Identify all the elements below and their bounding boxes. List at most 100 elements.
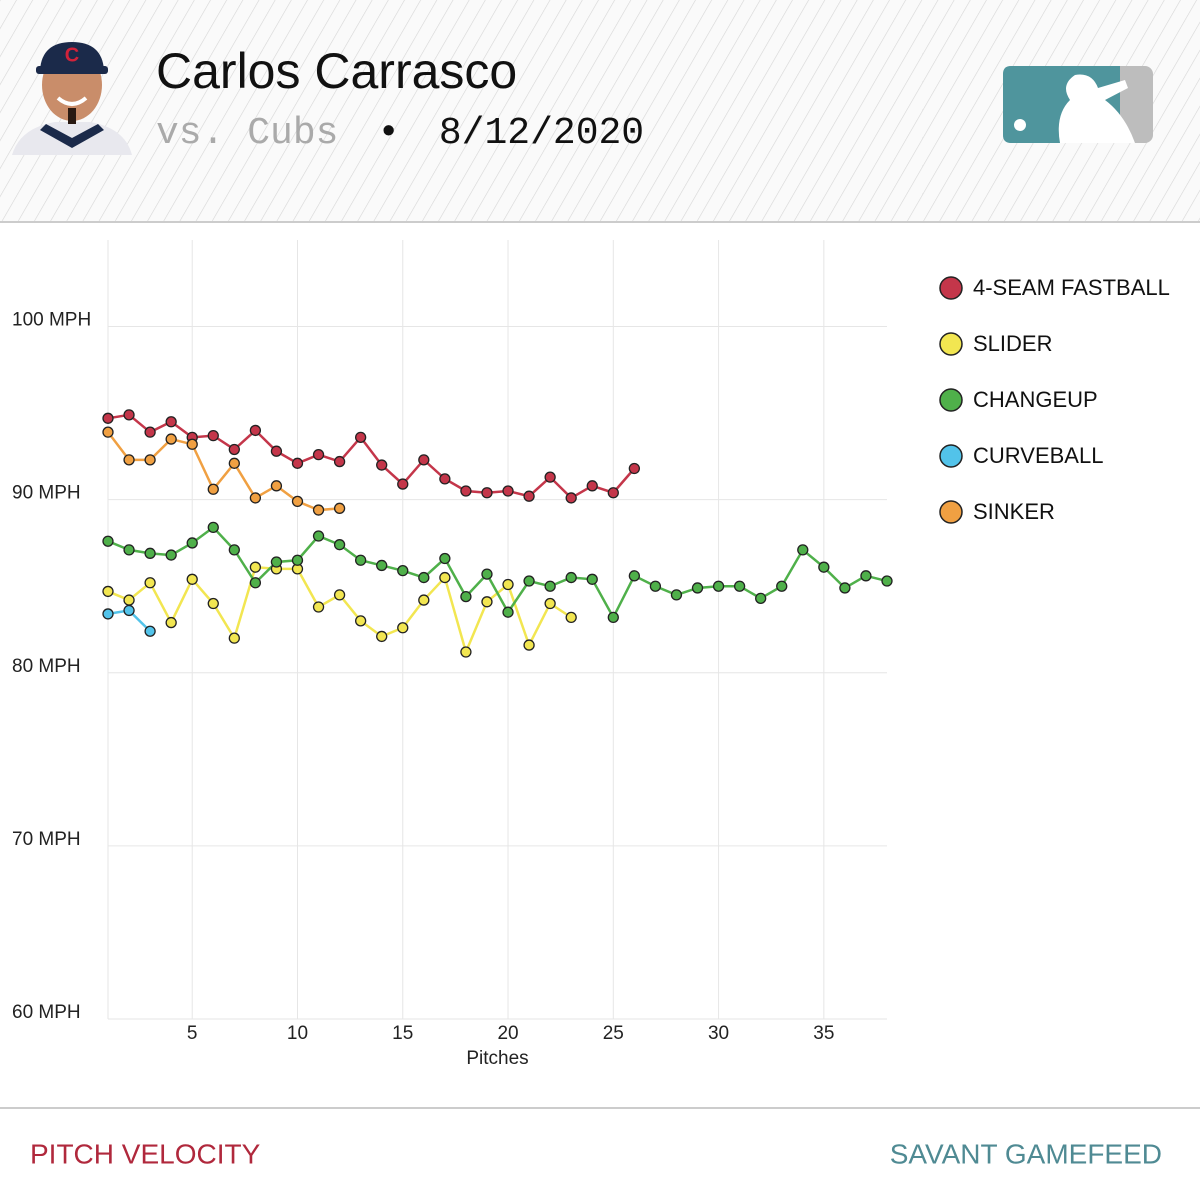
data-point bbox=[839, 582, 851, 594]
x-tick-label: 35 bbox=[813, 1023, 834, 1044]
data-point bbox=[228, 443, 240, 456]
data-point bbox=[565, 571, 577, 584]
data-point bbox=[776, 580, 788, 592]
data-point bbox=[523, 490, 535, 502]
data-point bbox=[144, 577, 156, 589]
legend-label: CURVEBALL bbox=[973, 443, 1103, 468]
player-photo: C bbox=[12, 42, 132, 155]
league-logo bbox=[1003, 66, 1153, 143]
data-point bbox=[481, 568, 493, 580]
series-line bbox=[107, 525, 888, 621]
data-point bbox=[460, 590, 472, 603]
data-point bbox=[207, 597, 219, 610]
data-point bbox=[270, 445, 283, 457]
data-point bbox=[165, 549, 177, 561]
legend-marker bbox=[939, 388, 963, 412]
data-point bbox=[249, 561, 262, 573]
data-point bbox=[397, 478, 409, 490]
data-point bbox=[544, 471, 556, 483]
data-point bbox=[123, 594, 135, 606]
data-point bbox=[354, 554, 367, 566]
data-point bbox=[397, 622, 409, 634]
data-point bbox=[123, 604, 135, 617]
data-point bbox=[165, 416, 177, 428]
data-point bbox=[333, 502, 346, 514]
data-point bbox=[312, 530, 325, 542]
player-name: Carlos Carrasco bbox=[156, 43, 517, 99]
data-point bbox=[333, 539, 346, 551]
data-point bbox=[249, 424, 262, 437]
data-point bbox=[207, 429, 219, 442]
data-point bbox=[733, 580, 746, 592]
data-point bbox=[270, 556, 283, 568]
y-tick-label: 90 MPH bbox=[12, 483, 81, 504]
x-tick-label: 20 bbox=[497, 1023, 518, 1044]
data-point bbox=[249, 492, 262, 504]
legend-marker bbox=[939, 332, 963, 356]
data-point bbox=[354, 431, 367, 443]
header-bg bbox=[0, 0, 1200, 222]
data-point bbox=[144, 454, 156, 466]
x-axis-label: Pitches bbox=[466, 1048, 528, 1069]
data-point bbox=[207, 483, 219, 495]
x-tick-label: 10 bbox=[287, 1023, 308, 1044]
data-point bbox=[354, 615, 367, 627]
series-line bbox=[107, 565, 572, 656]
data-point bbox=[544, 580, 556, 592]
data-point bbox=[691, 582, 704, 594]
data-point bbox=[544, 597, 556, 610]
data-point bbox=[228, 632, 240, 644]
data-point bbox=[165, 616, 177, 629]
y-tick-label: 70 MPH bbox=[12, 829, 81, 850]
data-point bbox=[607, 611, 619, 624]
legend-label: CHANGEUP bbox=[973, 387, 1098, 412]
x-tick-label: 25 bbox=[603, 1023, 624, 1044]
data-point bbox=[502, 485, 514, 497]
data-point bbox=[291, 495, 304, 508]
legend-marker bbox=[939, 500, 963, 524]
data-point bbox=[102, 412, 114, 424]
data-point bbox=[144, 426, 156, 438]
data-point bbox=[418, 454, 430, 466]
data-point bbox=[418, 594, 430, 606]
y-tick-label: 60 MPH bbox=[12, 1002, 81, 1023]
data-point bbox=[502, 578, 514, 591]
data-point bbox=[186, 537, 198, 549]
data-point bbox=[333, 455, 346, 468]
data-point bbox=[270, 480, 283, 492]
data-point bbox=[418, 571, 430, 584]
data-point bbox=[123, 544, 135, 556]
data-point bbox=[144, 625, 156, 637]
legend-label: SLIDER bbox=[973, 331, 1052, 356]
data-point bbox=[712, 580, 725, 592]
game-line: vs. Cubs • 8/12/2020 bbox=[156, 112, 644, 155]
data-point bbox=[502, 606, 514, 618]
data-point bbox=[481, 596, 493, 608]
game-date: 8/12/2020 bbox=[439, 112, 644, 155]
data-point bbox=[249, 577, 262, 589]
data-point bbox=[649, 580, 662, 592]
data-point bbox=[102, 426, 114, 438]
data-point bbox=[123, 454, 135, 466]
data-point bbox=[333, 589, 346, 601]
legend-label: 4-SEAM FASTBALL bbox=[973, 275, 1170, 300]
separator: • bbox=[377, 112, 400, 155]
data-point bbox=[439, 571, 451, 584]
data-point bbox=[460, 485, 472, 497]
data-point bbox=[439, 552, 451, 565]
data-point bbox=[228, 457, 240, 469]
data-point bbox=[186, 438, 198, 450]
data-point bbox=[881, 575, 893, 587]
footer-title: PITCH VELOCITY bbox=[30, 1138, 261, 1169]
data-point bbox=[291, 554, 304, 566]
data-point bbox=[102, 608, 114, 620]
data-point bbox=[586, 573, 598, 585]
data-point bbox=[860, 570, 872, 582]
data-point bbox=[397, 564, 409, 577]
data-point bbox=[291, 457, 304, 469]
data-point bbox=[565, 492, 577, 504]
data-point bbox=[565, 611, 577, 624]
data-point bbox=[312, 504, 325, 516]
data-point bbox=[607, 487, 619, 499]
